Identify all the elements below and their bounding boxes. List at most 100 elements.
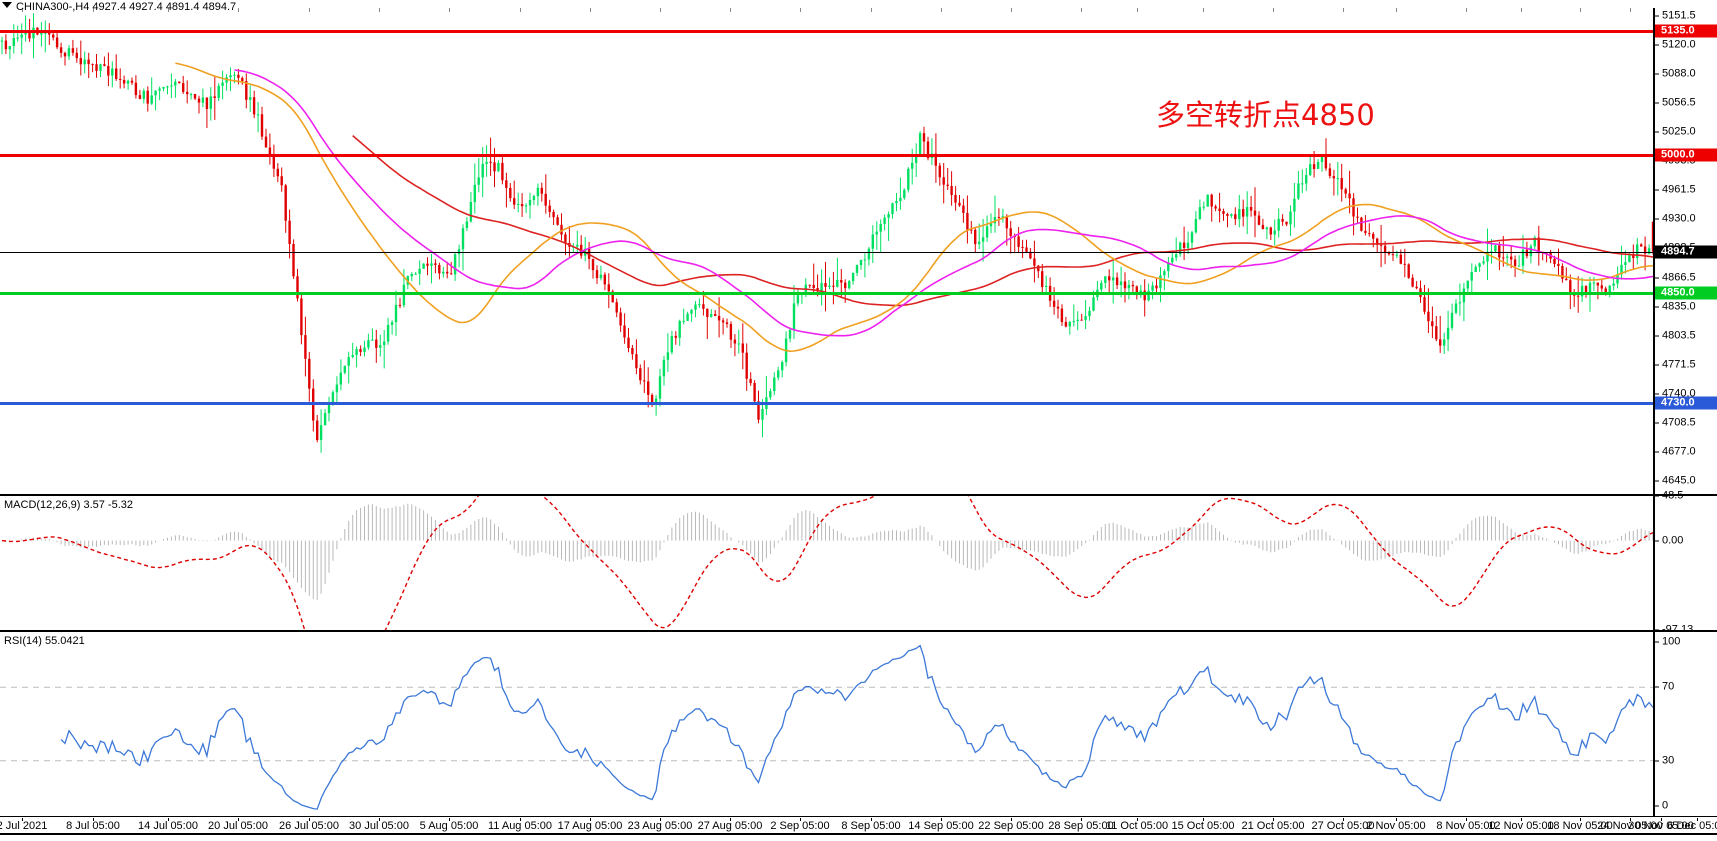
plot-top-tick [871,8,872,12]
time-tick-label: 22 Sep 05:00 [978,820,1044,832]
level-tag-current-price[interactable]: 4894.7 [1655,245,1717,259]
price-tick-label: 4771.5 [1655,359,1717,370]
macd-tick-label: 0.00 [1655,535,1717,546]
time-tick-mark [1697,818,1698,821]
price-tick-label: 4708.5 [1655,417,1717,428]
time-tick-label: 18 Nov 05:00 [1547,820,1613,832]
time-tick-label: 20 Jul 05:00 [208,820,268,832]
plot-top-tick [1343,8,1344,12]
time-tick-label: 14 Jul 05:00 [138,820,198,832]
level-tag-support[interactable]: 4730.0 [1655,396,1717,410]
time-tick-mark [168,818,169,821]
macd-plot-area[interactable] [0,496,1655,630]
time-tick-label: 28 Sep 05:00 [1048,820,1114,832]
time-tick-mark [1396,818,1397,821]
time-tick-mark [871,818,872,821]
plot-top-tick [660,8,661,12]
time-tick-mark [520,818,521,821]
macd-title: MACD(12,26,9) 3.57 -5.32 [4,499,134,511]
time-tick-label: 2 Nov 05:00 [1366,820,1426,832]
price-plot-area[interactable] [0,8,1655,494]
time-tick-label: 2 Sep 05:00 [770,820,830,832]
rsi-plot-area[interactable] [0,632,1655,816]
time-tick-label: 5 Aug 05:00 [419,820,479,832]
level-line-current-price[interactable] [0,251,1653,253]
price-tick-label: 4961.5 [1655,184,1717,196]
bottom-divider [0,833,1717,835]
price-tick-label: 5120.0 [1655,39,1717,50]
price-series-svg [0,13,1653,453]
plot-top-tick [1466,8,1467,12]
time-tick-mark [1273,818,1274,821]
price-tick-label: 4740.0 [1655,388,1717,399]
level-line-resistance[interactable] [0,29,1653,33]
level-line-support[interactable] [0,402,1653,406]
time-tick-mark [93,818,94,821]
plot-top-tick [520,8,521,12]
price-tick-label: 4866.5 [1655,272,1717,283]
time-tick-label: 27 Aug 05:00 [697,820,763,832]
time-tick-label: 27 Oct 05:00 [1311,820,1375,832]
level-line-pivot[interactable] [0,291,1653,295]
level-tag-resistance[interactable]: 5135.0 [1655,24,1717,38]
plot-top-tick [1081,8,1082,12]
rsi-axis[interactable]: 100 70 30 0 [1655,632,1717,816]
macd-series-svg [1,496,1653,630]
rsi-tick-label: 30 [1655,755,1717,766]
chart-collapse-caret-icon[interactable] [2,2,12,8]
time-tick-mark [1343,818,1344,821]
time-tick-mark [1580,818,1581,821]
time-tick-label: 11 Oct 05:00 [1105,820,1169,832]
time-tick-mark [1137,818,1138,821]
time-tick-label: 12 Nov 05:00 [1488,820,1554,832]
time-tick-label: 21 Oct 05:00 [1241,820,1305,832]
plot-top-tick [1630,8,1631,12]
price-tick-label: 5151.5 [1655,10,1717,21]
time-tick-mark [660,818,661,821]
plot-top-tick [1396,8,1397,12]
level-tag-resistance[interactable]: 5000.0 [1655,148,1717,162]
macd-panel[interactable]: 48.5 0.00 -97.13 MACD(12,26,9) 3.57 -5.32 [0,490,1717,635]
time-tick-mark [1011,818,1012,821]
time-tick-mark [730,818,731,821]
plot-top-tick [1137,8,1138,12]
plot-top-tick [800,8,801,12]
level-tag-pivot[interactable]: 4850.0 [1655,286,1717,300]
price-panel[interactable]: 5151.55120.05088.05056.55025.04993.54961… [0,8,1717,495]
price-tick-label: 4930.0 [1655,213,1717,225]
macd-axis[interactable]: 48.5 0.00 -97.13 [1655,490,1717,635]
time-tick-label: 17 Aug 05:00 [557,820,623,832]
macd-tick-label: 48.5 [1655,490,1717,502]
plot-top-tick [1580,8,1581,12]
plot-top-tick [1521,8,1522,12]
time-tick-label: 30 Nov 05:00 [1628,820,1694,832]
plot-top-tick [1011,8,1012,12]
time-tick-mark [1661,818,1662,821]
time-tick-mark [309,818,310,821]
plot-top-tick [730,8,731,12]
rsi-title: RSI(14) 55.0421 [4,635,85,647]
plot-top-tick [93,8,94,12]
time-tick-mark [1630,818,1631,821]
time-tick-mark [238,818,239,821]
time-axis[interactable]: 2 Jul 2021 8 Jul 05:00 14 Jul 05:00 20 Jul … [0,818,1717,841]
time-tick-label: 6 Dec 05:00 [1667,820,1717,832]
time-tick-mark [800,818,801,821]
level-line-resistance[interactable] [0,154,1653,158]
time-tick-label: 8 Sep 05:00 [841,820,901,832]
price-tick-label: 5088.0 [1655,68,1717,80]
plot-top-tick [379,8,380,12]
price-tick-label: 5056.5 [1655,97,1717,109]
plot-top-tick [238,8,239,12]
time-tick-mark [1081,818,1082,821]
rsi-tick-label: 70 [1655,681,1717,693]
time-tick-label: 11 Aug 05:00 [487,820,553,832]
rsi-tick-label: 100 [1655,636,1717,648]
price-tick-label: 5025.0 [1655,126,1717,138]
price-tick-label: 4803.5 [1655,330,1717,341]
time-tick-label: 8 Jul 05:00 [66,820,120,832]
time-tick-label: 24 Nov 05:00 [1597,820,1663,832]
rsi-panel[interactable]: 100 70 30 0 RSI(14) 55.0421 [0,631,1717,817]
price-tick-label: 4645.0 [1655,475,1717,487]
